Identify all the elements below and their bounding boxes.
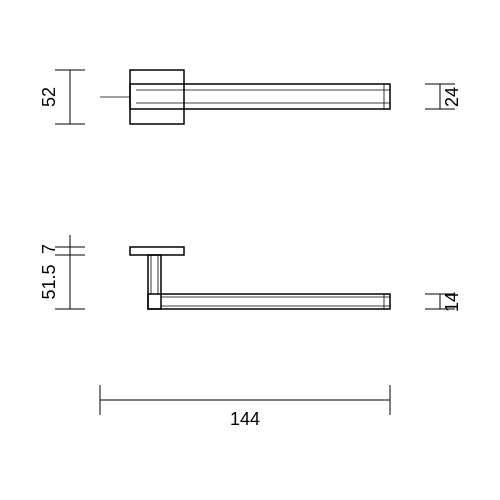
dim-width: 144 [230,409,260,429]
dim-drop: 51.5 [39,264,59,299]
dim-lever-thickness: 14 [442,292,462,312]
dim-rose-height: 52 [39,87,59,107]
dim-lever-height: 24 [442,87,462,107]
dim-plate-thickness: 7 [39,244,59,254]
